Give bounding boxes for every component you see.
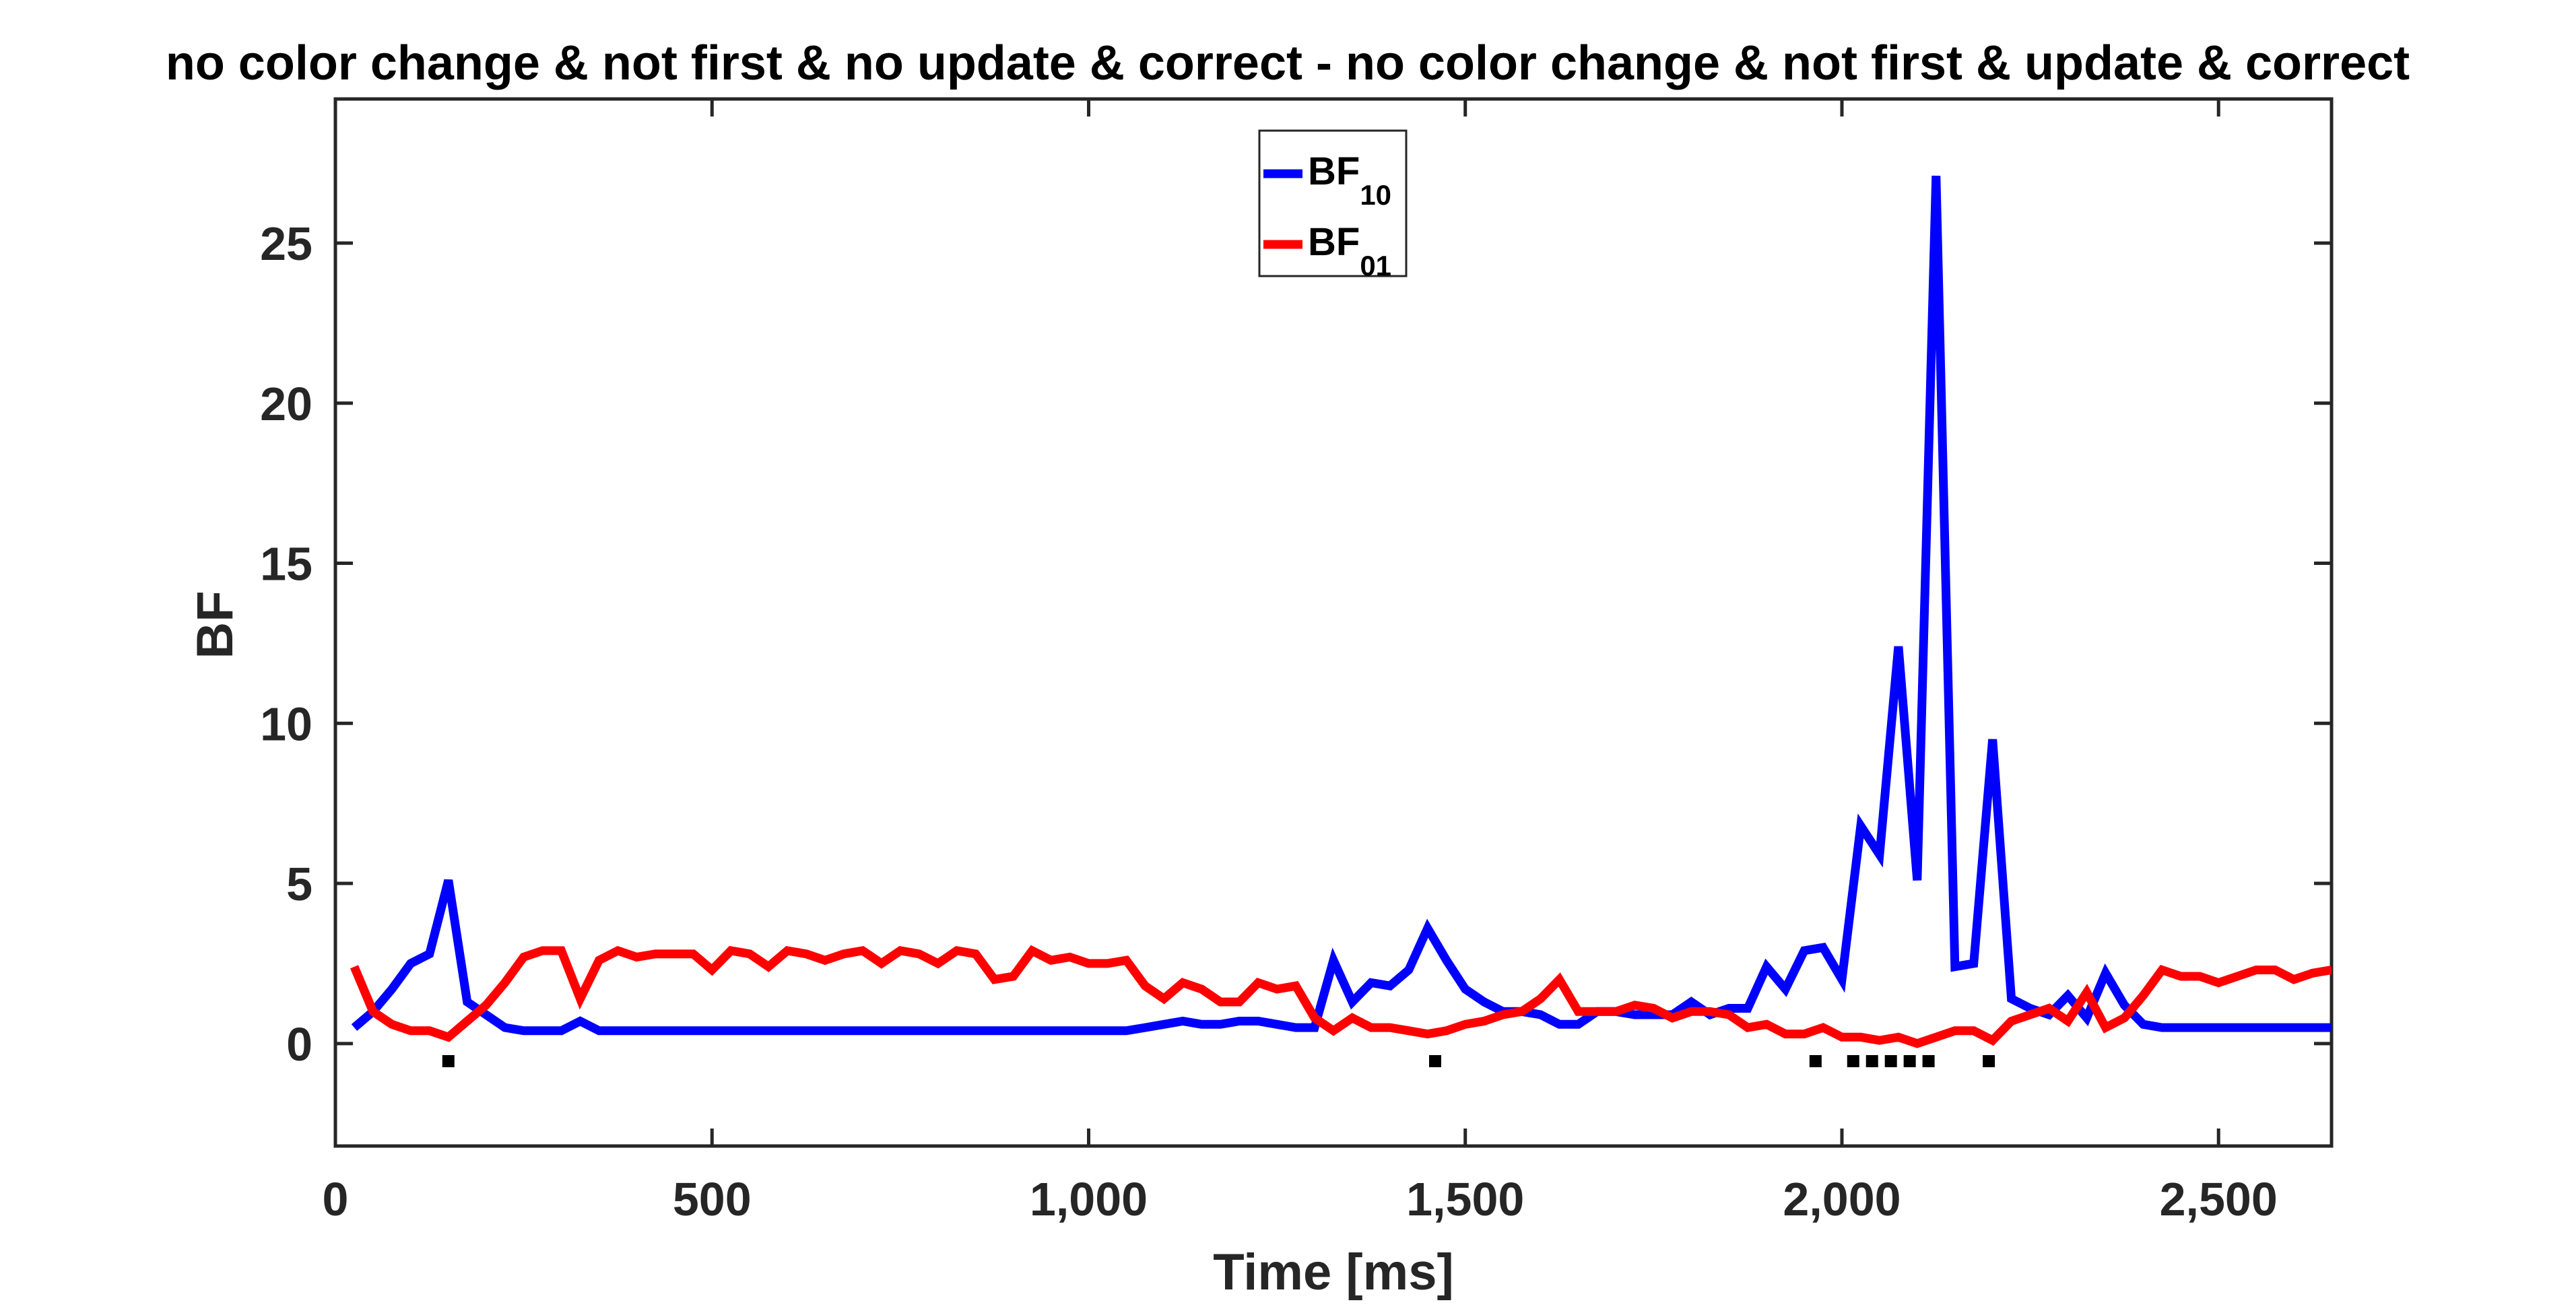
- y-tick-label: 10: [260, 698, 312, 750]
- y-tick-label: 5: [286, 858, 312, 910]
- legend-label-subscript: 01: [1360, 250, 1391, 281]
- y-tick-label: 20: [260, 378, 312, 430]
- significance-marker: [442, 1054, 455, 1067]
- bf01-series-line: [350, 945, 2332, 1048]
- x-tick-label: 500: [673, 1173, 752, 1225]
- x-tick-label: 0: [323, 1173, 349, 1225]
- x-tick-label: 1,500: [1406, 1173, 1524, 1225]
- x-tick-label: 2,500: [2160, 1173, 2278, 1225]
- significance-marker: [1922, 1054, 1935, 1067]
- y-tick-label: 0: [286, 1018, 312, 1071]
- x-axis-label: Time [ms]: [1213, 1244, 1454, 1301]
- y-axis-label: BF: [187, 591, 244, 659]
- chart-title: no color change & not first & no update …: [166, 36, 2410, 90]
- x-tick-label: 2,000: [1783, 1173, 1901, 1225]
- significance-marker: [1847, 1054, 1859, 1067]
- legend-label: BF01: [1308, 220, 1391, 281]
- significance-marker: [1983, 1054, 1995, 1067]
- legend-box: [1258, 129, 1408, 277]
- bf10-series-line: [351, 175, 2332, 1036]
- x-tick-label: 1,000: [1030, 1173, 1148, 1225]
- significance-marker: [1884, 1054, 1897, 1067]
- significance-marker: [1809, 1054, 1822, 1067]
- significance-marker: [1903, 1054, 1916, 1067]
- plot-frame: [333, 97, 2334, 1148]
- significance-marker: [1865, 1054, 1878, 1067]
- legend-label: BF10: [1308, 149, 1391, 211]
- legend-label-base: BF: [1308, 220, 1360, 264]
- legend-label-subscript: 10: [1360, 179, 1391, 211]
- y-tick-label: 25: [260, 217, 312, 270]
- y-tick-label: 15: [260, 538, 312, 591]
- significance-marker: [1428, 1054, 1441, 1067]
- legend-label-base: BF: [1308, 149, 1360, 193]
